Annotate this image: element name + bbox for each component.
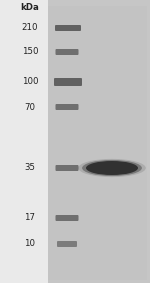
FancyBboxPatch shape — [56, 104, 78, 110]
Ellipse shape — [86, 161, 138, 175]
FancyBboxPatch shape — [57, 241, 77, 247]
FancyBboxPatch shape — [56, 165, 78, 171]
FancyBboxPatch shape — [48, 6, 147, 280]
FancyBboxPatch shape — [54, 78, 82, 86]
Ellipse shape — [82, 160, 142, 176]
Text: kDa: kDa — [21, 3, 39, 12]
Text: 210: 210 — [22, 23, 38, 33]
Text: 100: 100 — [22, 78, 38, 87]
FancyBboxPatch shape — [56, 49, 78, 55]
Text: 70: 70 — [24, 102, 36, 112]
Text: 10: 10 — [24, 239, 36, 248]
Text: 35: 35 — [24, 164, 36, 173]
Text: 17: 17 — [24, 213, 36, 222]
FancyBboxPatch shape — [56, 215, 78, 221]
Text: 150: 150 — [22, 48, 38, 57]
FancyBboxPatch shape — [55, 25, 81, 31]
Ellipse shape — [78, 159, 146, 177]
